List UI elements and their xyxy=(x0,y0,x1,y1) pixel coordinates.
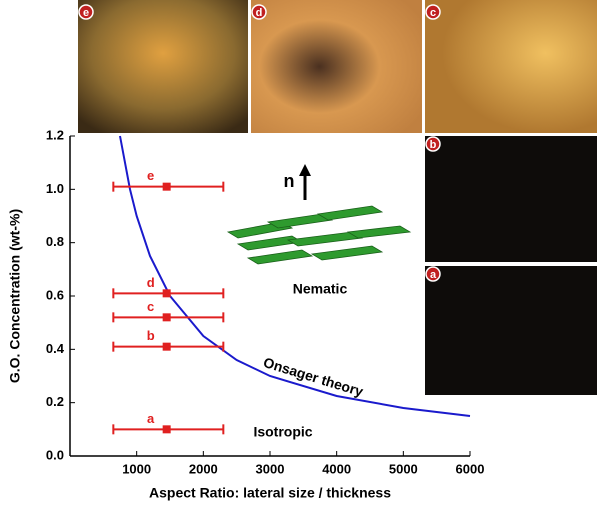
panel-image xyxy=(78,0,248,133)
y-tick-label: 0.4 xyxy=(46,341,65,356)
y-axis-label: G.O. Concentration (wt-%) xyxy=(7,209,23,383)
annotation: n xyxy=(284,171,295,191)
panel-badge xyxy=(425,136,441,152)
director-arrow-head xyxy=(299,164,311,176)
point xyxy=(162,425,171,434)
x-tick-label: 1000 xyxy=(122,461,151,476)
panel-badge xyxy=(425,4,441,20)
y-tick-label: 0.2 xyxy=(46,394,64,409)
point-label: a xyxy=(147,411,155,426)
annotation: Onsager theory xyxy=(262,354,366,400)
platelets xyxy=(226,205,412,265)
panel-badge xyxy=(425,266,441,282)
x-tick-label: 5000 xyxy=(389,461,418,476)
panel-image xyxy=(425,136,597,262)
x-tick-label: 4000 xyxy=(322,461,351,476)
panel-image xyxy=(425,0,597,133)
x-tick-label: 3000 xyxy=(256,461,285,476)
point xyxy=(162,313,171,322)
y-tick-label: 0.8 xyxy=(46,234,64,249)
point xyxy=(162,182,171,191)
y-tick-label: 0.0 xyxy=(46,447,64,462)
point-label: c xyxy=(147,299,154,314)
y-tick-label: 0.6 xyxy=(46,287,64,302)
panel-badge xyxy=(78,4,94,20)
panel-label: c xyxy=(430,7,436,19)
point xyxy=(162,342,171,351)
x-tick-label: 6000 xyxy=(456,461,485,476)
panel-label: b xyxy=(430,139,437,151)
panel-label: a xyxy=(430,269,437,281)
y-tick-label: 1.2 xyxy=(46,127,64,142)
y-tick-label: 1.0 xyxy=(46,181,64,196)
panel-badge xyxy=(251,4,267,20)
point-label: d xyxy=(147,275,155,290)
panel-label: e xyxy=(83,7,89,19)
panel-image xyxy=(251,0,422,133)
panel-label: d xyxy=(256,7,263,19)
x-tick-label: 2000 xyxy=(189,461,218,476)
x-axis-label: Aspect Ratio: lateral size / thickness xyxy=(149,485,391,501)
point-label: b xyxy=(147,328,155,343)
onsager-curve xyxy=(119,135,471,417)
panel-image xyxy=(425,266,597,395)
annotation: Nematic xyxy=(293,281,348,297)
annotation: Isotropic xyxy=(253,424,312,440)
point-label: e xyxy=(147,168,154,183)
point xyxy=(162,289,171,298)
